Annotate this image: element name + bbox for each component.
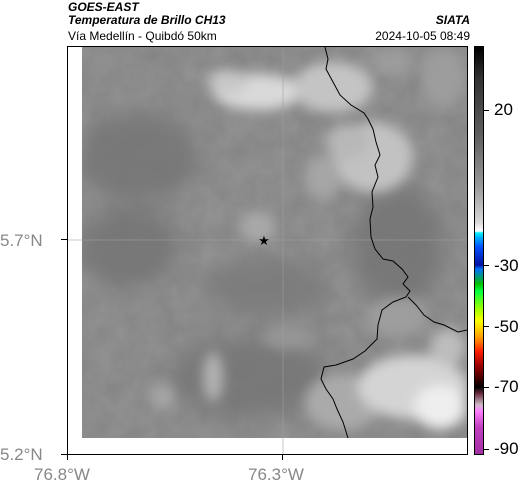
y-tick-label: 5.7°N: [0, 231, 43, 250]
colorbar-tick: [484, 110, 489, 111]
colorbar-label: -70: [494, 377, 519, 396]
y-tick: [61, 239, 67, 240]
colorbar-tick: [484, 326, 489, 327]
colorbar-label: 20: [494, 100, 513, 119]
colorbar-label: -50: [494, 317, 519, 336]
boundary-line: [320, 47, 411, 439]
product-title: Temperatura de Brillo CH13: [68, 13, 226, 27]
colorbar-label: -30: [494, 256, 519, 275]
star-icon: ★: [258, 234, 270, 249]
boundary-line: [407, 296, 467, 333]
y-tick-label: 5.2°N: [0, 445, 43, 464]
x-tick-label: 76.8°W: [34, 465, 90, 484]
colorbar-tick: [484, 387, 489, 388]
location-subtitle: Vía Medellín - Quibdó 50km: [68, 29, 217, 43]
colorbar-label: -90: [494, 439, 519, 458]
brightness-temperature-image: ★: [68, 47, 467, 454]
temperature-colorbar: [474, 46, 484, 455]
y-tick: [61, 454, 67, 455]
satellite-name: GOES-EAST: [68, 0, 139, 14]
colorbar-tick: [484, 449, 489, 450]
x-tick: [282, 455, 283, 460]
timestamp-label: 2024-10-05 08:49: [375, 29, 470, 43]
x-tick: [67, 455, 68, 460]
colorbar-tick: [484, 265, 489, 266]
x-tick-label: 76.3°W: [248, 465, 304, 484]
organization-label: SIATA: [435, 13, 470, 27]
satellite-map[interactable]: ★: [67, 46, 468, 455]
